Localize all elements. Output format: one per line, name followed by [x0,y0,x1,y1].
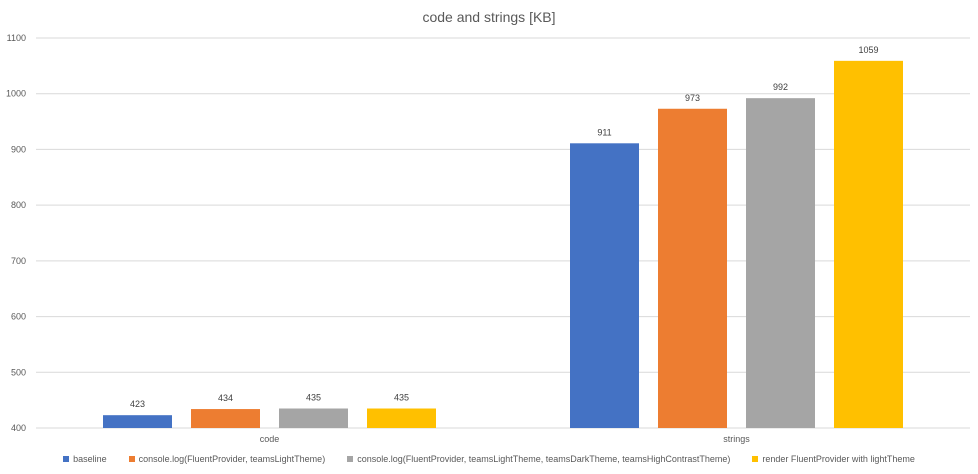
gridlines [36,37,970,429]
bar [834,60,903,428]
data-label: 435 [306,393,321,403]
data-label: 434 [218,393,233,403]
category-label: code [260,434,280,444]
data-label: 992 [773,82,788,92]
legend-label: baseline [73,454,107,464]
legend-swatch [63,456,70,462]
y-tick-label: 800 [11,200,26,210]
legend-item: baseline [63,454,107,464]
y-tick-label: 700 [11,256,26,266]
bar [367,408,436,428]
data-label: 911 [597,127,611,137]
y-tick-label: 1000 [6,89,26,99]
x-axis-categories: code strings [260,434,751,444]
data-label: 1059 [858,45,878,55]
legend-label: console.log(FluentProvider, teamsLightTh… [138,454,326,464]
chart-title: code and strings [KB] [422,9,555,25]
bar [570,143,639,429]
data-label: 423 [130,399,145,409]
category-label: strings [723,434,750,444]
legend-label: render FluentProvider with lightTheme [762,454,915,464]
bar [103,415,172,428]
legend-swatch [347,456,354,462]
y-tick-label: 1100 [7,33,26,43]
legend-item: console.log(FluentProvider, teamsLightTh… [347,454,730,464]
y-axis-ticks: 400 500 600 700 800 900 1000 1100 [6,33,26,433]
data-label: 973 [685,93,700,103]
legend-label: console.log(FluentProvider, teamsLightTh… [357,454,731,464]
legend-swatch [752,456,759,462]
bar [658,108,727,428]
legend: baseline console.log(FluentProvider, team… [0,454,978,464]
bar [191,409,260,428]
y-tick-label: 400 [11,423,26,433]
legend-item: render FluentProvider with lightTheme [752,454,915,464]
bars [103,60,903,429]
legend-item: console.log(FluentProvider, teamsLightTh… [128,454,326,464]
y-tick-label: 600 [11,312,26,322]
bar [279,408,348,428]
y-tick-label: 900 [11,144,26,154]
data-label: 435 [394,393,409,403]
data-labels: 423 434 435 435 911 973 992 1059 [130,45,879,409]
bar [746,98,815,429]
y-tick-label: 500 [11,367,26,377]
legend-swatch [128,456,135,462]
